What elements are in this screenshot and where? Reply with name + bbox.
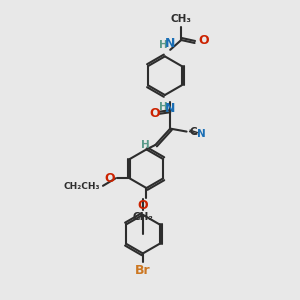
Text: N: N: [165, 102, 175, 115]
Text: H: H: [159, 40, 168, 50]
Text: H: H: [141, 140, 149, 150]
Text: N: N: [197, 129, 206, 139]
Text: CH₂CH₃: CH₂CH₃: [64, 182, 100, 191]
Text: O: O: [105, 172, 116, 185]
Text: O: O: [138, 199, 148, 212]
Text: O: O: [149, 107, 160, 120]
Text: Br: Br: [135, 264, 151, 277]
Text: CH₂: CH₂: [132, 212, 153, 222]
Text: O: O: [198, 34, 209, 47]
Text: N: N: [165, 37, 175, 50]
Text: C: C: [190, 127, 197, 136]
Text: CH₃: CH₃: [171, 14, 192, 24]
Text: H: H: [159, 102, 168, 112]
